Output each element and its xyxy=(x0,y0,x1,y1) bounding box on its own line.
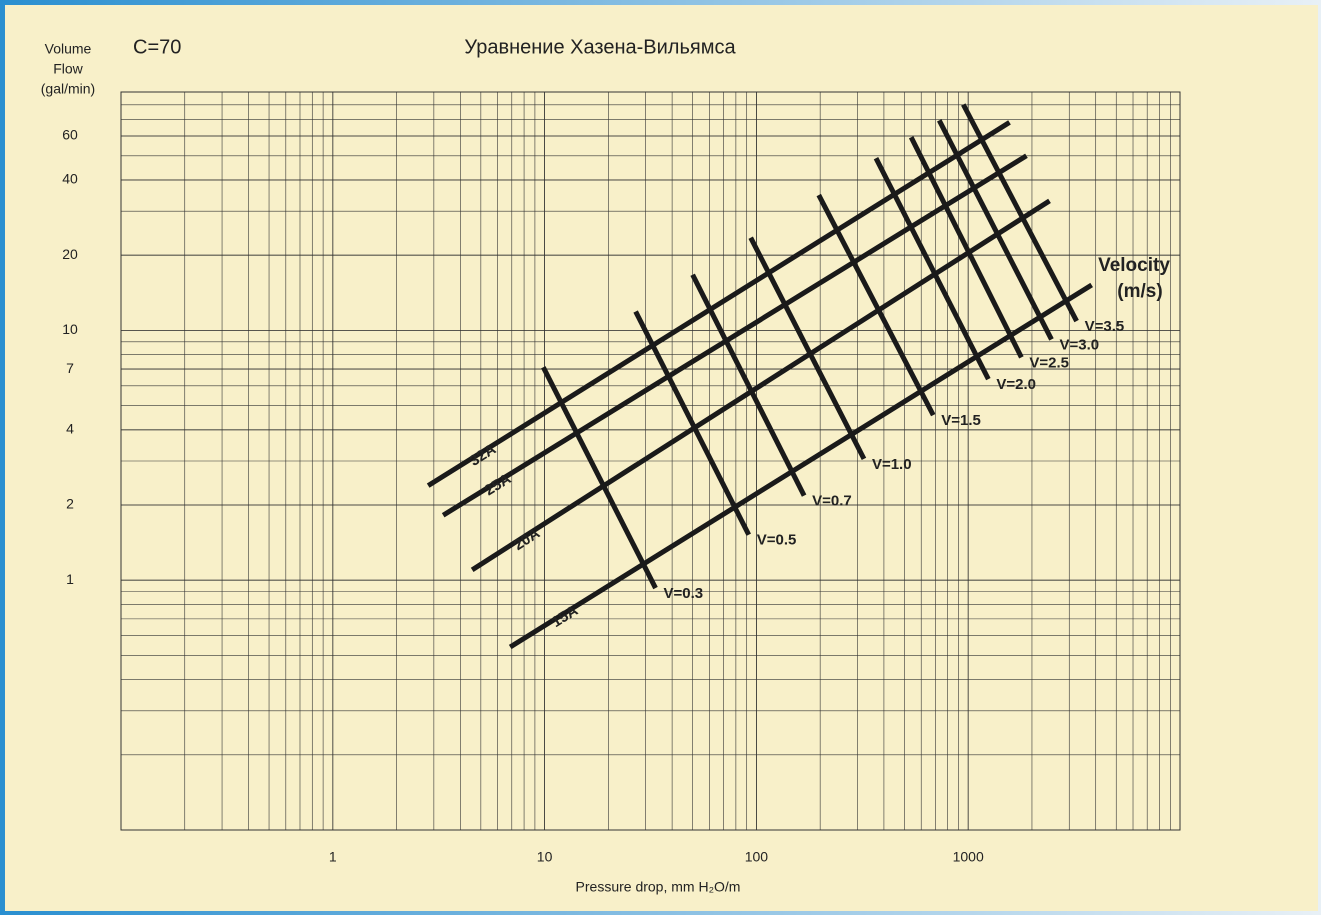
background xyxy=(5,5,1318,911)
series-line xyxy=(633,310,751,536)
series-label: V=0.7 xyxy=(812,493,852,510)
series-line xyxy=(908,136,1024,359)
y-tick-label: 40 xyxy=(62,171,78,187)
y-tick-label: 7 xyxy=(66,360,74,376)
y-tick-label: 2 xyxy=(66,496,74,512)
series-line xyxy=(426,120,1011,488)
series-line xyxy=(508,282,1093,650)
x-tick-label: 1 xyxy=(329,849,337,865)
y-tick-label: 4 xyxy=(66,420,74,436)
series-line xyxy=(748,236,867,460)
y-tick-label: 60 xyxy=(62,127,78,143)
series-line xyxy=(873,157,991,381)
series-label: V=1.0 xyxy=(872,456,912,473)
x-tick-label: 10 xyxy=(537,849,553,865)
y-axis-label: (gal/min) xyxy=(41,81,95,97)
series-label: V=3.0 xyxy=(1059,336,1099,353)
y-tick-label: 1 xyxy=(66,571,74,587)
series-line xyxy=(937,119,1054,341)
series-line xyxy=(816,193,936,417)
y-tick-label: 10 xyxy=(62,321,78,337)
x-axis-label: Pressure drop, mm H₂O/m xyxy=(576,879,741,895)
series-label: V=2.0 xyxy=(996,376,1036,393)
series-line xyxy=(961,103,1079,323)
series-label: V=1.5 xyxy=(941,412,981,429)
x-tick-label: 1000 xyxy=(953,849,984,865)
series-label: V=0.3 xyxy=(664,585,704,602)
subtitle: C=70 xyxy=(133,36,181,58)
x-tick-label: 100 xyxy=(745,849,769,865)
series-label: V=3.5 xyxy=(1085,318,1125,335)
annotation: (m/s) xyxy=(1117,281,1162,302)
series-label: V=0.5 xyxy=(757,532,797,549)
series-line xyxy=(470,198,1051,572)
series-line xyxy=(690,273,807,497)
y-tick-label: 20 xyxy=(62,246,78,262)
y-axis-label: Flow xyxy=(53,61,83,77)
series-line xyxy=(541,366,658,590)
chart-title: Уравнение Хазена-Вильямса xyxy=(464,36,736,58)
y-axis-label: Volume xyxy=(45,41,92,57)
series-line xyxy=(441,153,1028,518)
series-label: V=2.5 xyxy=(1029,354,1069,371)
